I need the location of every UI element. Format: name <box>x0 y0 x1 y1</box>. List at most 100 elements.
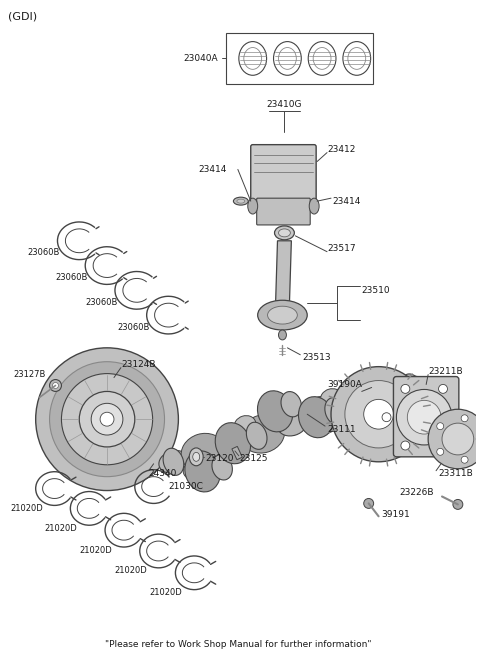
Ellipse shape <box>278 413 307 436</box>
Ellipse shape <box>360 378 404 416</box>
Ellipse shape <box>183 461 204 479</box>
Text: 23410G: 23410G <box>267 99 302 108</box>
Ellipse shape <box>163 448 184 476</box>
Ellipse shape <box>212 455 232 480</box>
Circle shape <box>49 380 61 392</box>
Text: 23510: 23510 <box>362 286 390 295</box>
Circle shape <box>439 384 447 394</box>
Ellipse shape <box>374 373 410 414</box>
Ellipse shape <box>159 451 188 473</box>
Ellipse shape <box>244 47 262 70</box>
Circle shape <box>331 367 426 462</box>
Ellipse shape <box>348 47 366 70</box>
Ellipse shape <box>257 391 293 432</box>
Ellipse shape <box>401 374 421 401</box>
Circle shape <box>457 413 466 422</box>
Ellipse shape <box>313 47 331 70</box>
Ellipse shape <box>300 396 344 434</box>
Text: 23060B: 23060B <box>56 273 88 282</box>
Circle shape <box>476 436 480 442</box>
Circle shape <box>401 384 410 394</box>
Circle shape <box>79 392 135 447</box>
Circle shape <box>61 374 153 464</box>
Circle shape <box>461 415 468 422</box>
Text: 23060B: 23060B <box>117 323 149 332</box>
Ellipse shape <box>237 199 245 203</box>
Text: 23127B: 23127B <box>14 370 46 379</box>
Ellipse shape <box>275 226 294 240</box>
Ellipse shape <box>193 453 200 461</box>
Text: 21030C: 21030C <box>168 482 204 491</box>
Ellipse shape <box>299 397 334 438</box>
Ellipse shape <box>218 432 248 455</box>
Circle shape <box>408 400 441 434</box>
Circle shape <box>36 348 179 491</box>
Circle shape <box>52 382 59 388</box>
Ellipse shape <box>258 300 307 330</box>
Ellipse shape <box>267 306 297 324</box>
Text: 21020D: 21020D <box>79 545 112 555</box>
Text: 23211B: 23211B <box>428 367 463 376</box>
Ellipse shape <box>343 41 371 76</box>
Circle shape <box>401 441 410 450</box>
Text: 23111: 23111 <box>327 424 356 434</box>
Text: 21020D: 21020D <box>10 504 43 513</box>
Ellipse shape <box>215 422 251 464</box>
Ellipse shape <box>278 229 290 237</box>
Text: 23124B: 23124B <box>121 360 156 369</box>
Circle shape <box>437 422 444 430</box>
Text: 21020D: 21020D <box>45 524 77 533</box>
Circle shape <box>91 403 123 435</box>
Circle shape <box>364 399 394 429</box>
Text: 39190A: 39190A <box>327 380 362 389</box>
Ellipse shape <box>309 198 319 214</box>
Text: (GDI): (GDI) <box>8 12 37 22</box>
Polygon shape <box>276 241 291 306</box>
Text: 23517: 23517 <box>327 244 356 253</box>
Text: 23060B: 23060B <box>85 298 118 307</box>
Text: 23513: 23513 <box>302 353 331 362</box>
Ellipse shape <box>347 400 382 442</box>
Text: 21020D: 21020D <box>114 566 147 576</box>
Text: 23226B: 23226B <box>399 488 434 497</box>
Circle shape <box>345 380 412 448</box>
Ellipse shape <box>372 405 392 430</box>
Text: 23120: 23120 <box>205 455 234 463</box>
Circle shape <box>453 499 463 509</box>
Circle shape <box>442 423 474 455</box>
Bar <box>232 446 242 460</box>
Text: 23125: 23125 <box>240 455 268 463</box>
Ellipse shape <box>246 422 267 449</box>
Text: 23040A: 23040A <box>183 54 218 63</box>
Ellipse shape <box>274 41 301 76</box>
Ellipse shape <box>234 416 256 434</box>
Text: 23414: 23414 <box>332 196 360 206</box>
Ellipse shape <box>388 397 410 415</box>
Ellipse shape <box>281 392 301 417</box>
Circle shape <box>100 412 114 426</box>
Ellipse shape <box>248 198 258 214</box>
Circle shape <box>49 362 165 477</box>
Ellipse shape <box>239 41 266 76</box>
Ellipse shape <box>325 397 346 425</box>
Circle shape <box>437 448 444 455</box>
Circle shape <box>396 390 452 445</box>
Ellipse shape <box>240 415 285 453</box>
Ellipse shape <box>185 451 220 492</box>
Text: 21020D: 21020D <box>150 588 182 597</box>
Ellipse shape <box>337 395 366 417</box>
Text: 23060B: 23060B <box>28 248 60 257</box>
Ellipse shape <box>278 330 287 340</box>
Ellipse shape <box>181 434 225 472</box>
FancyBboxPatch shape <box>251 145 316 203</box>
Circle shape <box>461 456 468 463</box>
Text: "Please refer to Work Shop Manual for further information": "Please refer to Work Shop Manual for fu… <box>105 640 371 648</box>
Ellipse shape <box>308 41 336 76</box>
Circle shape <box>382 413 391 422</box>
Ellipse shape <box>233 197 248 205</box>
FancyBboxPatch shape <box>257 198 310 225</box>
Text: 23311B: 23311B <box>438 469 473 478</box>
Ellipse shape <box>278 47 296 70</box>
Circle shape <box>428 409 480 468</box>
Circle shape <box>364 499 373 509</box>
